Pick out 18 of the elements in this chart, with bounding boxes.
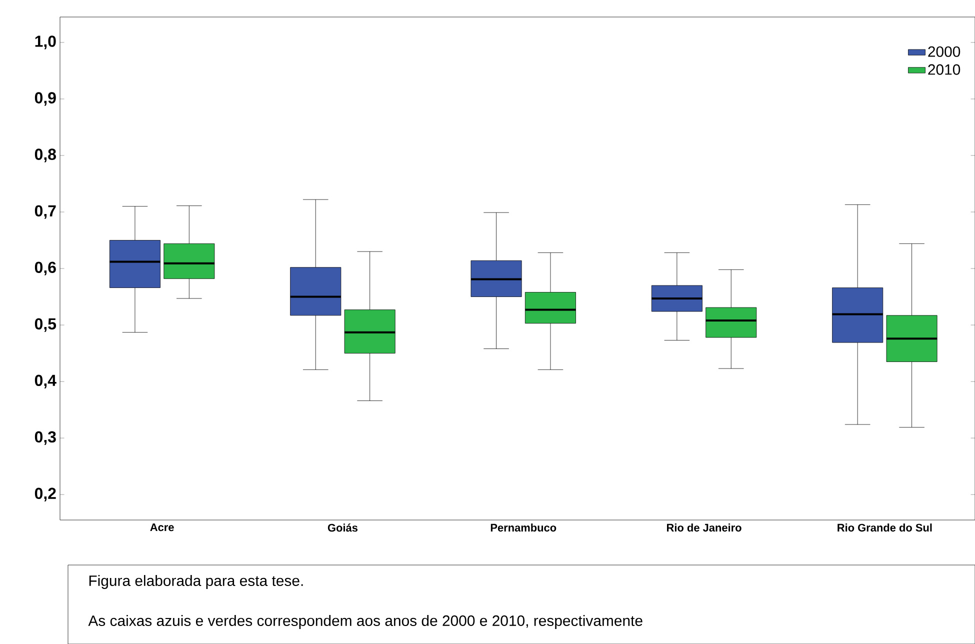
x-tick-label: Rio Grande do Sul — [838, 524, 932, 532]
x-tick-label: Pernambuco — [490, 524, 556, 532]
y-tick-label: 0,2 — [34, 488, 56, 502]
y-tick-label: 0,8 — [34, 148, 56, 162]
y-tick-label: 0,6 — [34, 262, 56, 276]
y-tick-label: 0,7 — [34, 205, 56, 219]
x-tick-label: Goiás — [328, 524, 358, 532]
y-tick-label: 0,3 — [34, 431, 56, 445]
text: As caixas azuis e verdes correspondem aos anos de 2000 e 2010, respectivamente — [88, 615, 642, 629]
y-tick-label: 0,5 — [34, 318, 56, 332]
y-tick-label: 0,9 — [34, 92, 56, 106]
y-tick-label: 1,0 — [35, 36, 56, 50]
x-tick-label: Rio de Janeiro — [667, 524, 742, 532]
text: Figura elaborada para esta tese. — [89, 575, 303, 589]
legend-label: 2000 — [928, 46, 960, 57]
y-tick-label: 0,4 — [34, 374, 56, 388]
legend-label: 2010 — [928, 64, 960, 75]
x-tick-label: Acre — [150, 524, 174, 532]
